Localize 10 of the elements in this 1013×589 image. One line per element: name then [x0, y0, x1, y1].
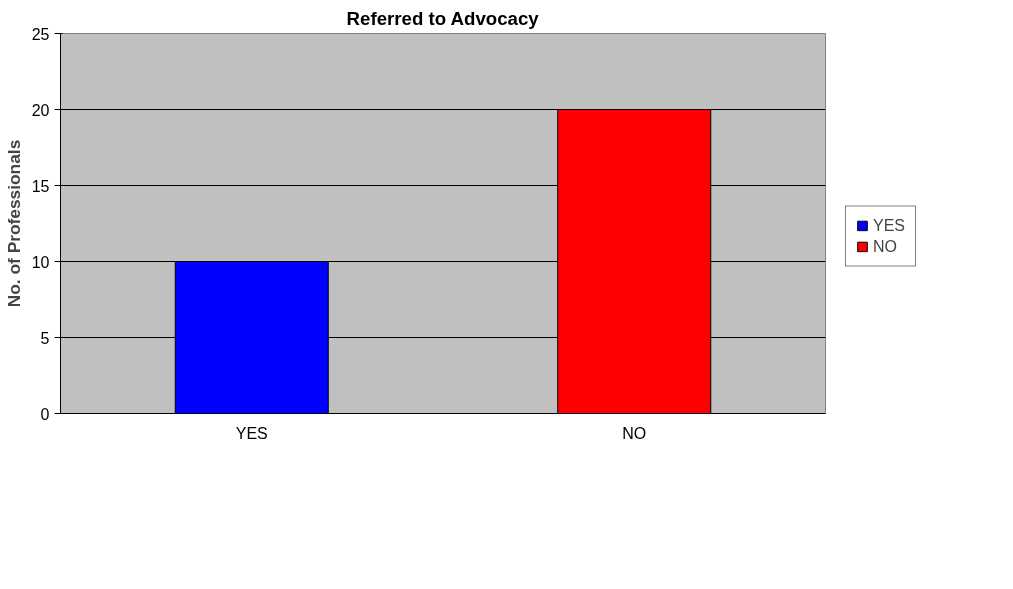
legend-label: NO — [873, 237, 897, 256]
y-axis-title: No. of Professionals — [3, 139, 24, 308]
y-tick-label: 25 — [31, 25, 50, 43]
y-tick-label: 20 — [31, 101, 50, 119]
y-tick-label: 0 — [40, 405, 50, 423]
y-tick-label: 10 — [31, 253, 50, 271]
chart-title: Referred to Advocacy — [346, 7, 540, 29]
legend-label: YES — [873, 216, 906, 235]
y-tick-label: 5 — [40, 329, 50, 347]
y-tick-label: 15 — [31, 177, 50, 195]
